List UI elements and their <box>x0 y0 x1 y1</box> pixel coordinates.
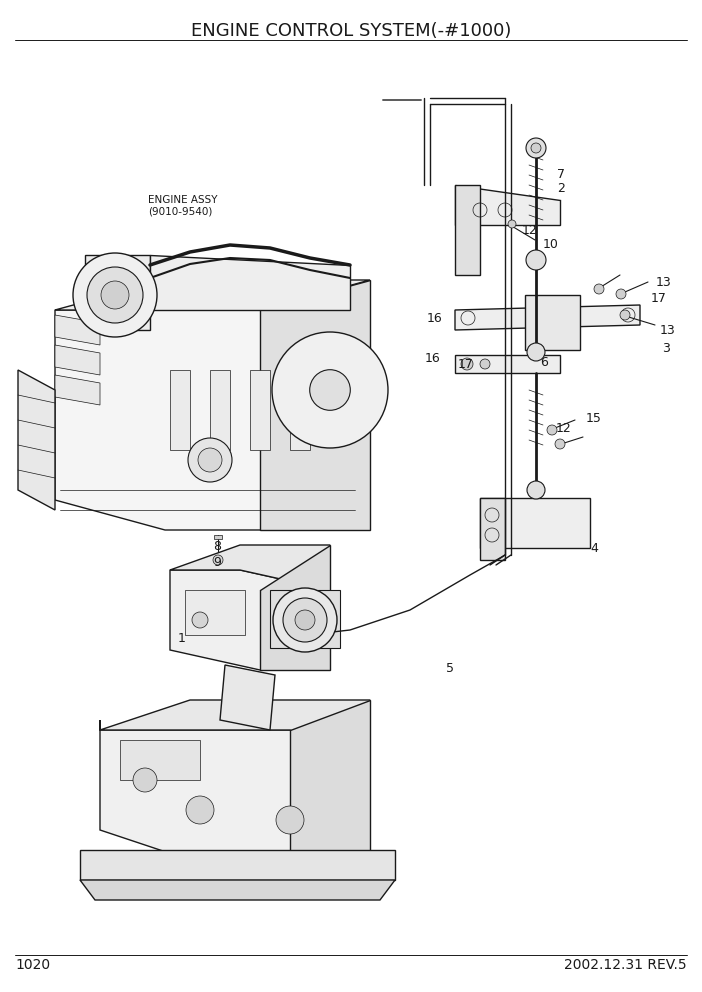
Circle shape <box>101 281 129 309</box>
Polygon shape <box>480 498 505 560</box>
Text: 1020: 1020 <box>15 958 50 972</box>
Circle shape <box>616 289 626 299</box>
Circle shape <box>620 310 630 320</box>
Text: 16: 16 <box>426 311 442 324</box>
Text: (9010-9540): (9010-9540) <box>148 207 213 217</box>
Circle shape <box>531 143 541 153</box>
Polygon shape <box>343 408 362 440</box>
Text: 16: 16 <box>424 351 440 364</box>
Text: 12: 12 <box>556 422 571 434</box>
Polygon shape <box>260 545 330 670</box>
Circle shape <box>273 588 337 652</box>
Circle shape <box>526 250 546 270</box>
Circle shape <box>73 253 157 337</box>
Circle shape <box>186 796 214 824</box>
Text: 17: 17 <box>458 358 474 371</box>
Text: 9: 9 <box>213 557 221 569</box>
Circle shape <box>526 138 546 158</box>
Polygon shape <box>100 720 370 860</box>
Text: 13: 13 <box>656 276 672 289</box>
Circle shape <box>527 343 545 361</box>
Polygon shape <box>170 570 330 670</box>
Bar <box>250 370 270 450</box>
Polygon shape <box>480 498 590 548</box>
Circle shape <box>192 612 208 628</box>
Polygon shape <box>319 339 341 368</box>
Bar <box>170 370 190 450</box>
Text: 17: 17 <box>651 292 667 305</box>
Circle shape <box>87 267 143 323</box>
Polygon shape <box>55 280 370 310</box>
Text: 5: 5 <box>446 662 454 675</box>
Circle shape <box>295 610 315 630</box>
Text: 12: 12 <box>522 223 538 236</box>
Polygon shape <box>55 310 370 530</box>
Bar <box>185 590 245 635</box>
Circle shape <box>594 284 604 294</box>
Text: 13: 13 <box>660 323 676 336</box>
Bar <box>210 370 230 450</box>
Polygon shape <box>170 545 330 590</box>
Circle shape <box>283 598 327 642</box>
Text: 2002.12.31 REV.5: 2002.12.31 REV.5 <box>564 958 687 972</box>
Text: 6: 6 <box>540 356 548 369</box>
Polygon shape <box>80 850 395 880</box>
Bar <box>525 295 580 350</box>
Circle shape <box>198 448 222 472</box>
Circle shape <box>310 370 350 411</box>
Polygon shape <box>455 185 560 225</box>
Polygon shape <box>455 185 480 275</box>
Text: ENGINE CONTROL SYSTEM(-#1000): ENGINE CONTROL SYSTEM(-#1000) <box>191 22 511 40</box>
Bar <box>290 370 310 450</box>
Polygon shape <box>344 349 377 373</box>
Text: 8: 8 <box>213 541 221 554</box>
Circle shape <box>213 555 223 565</box>
Circle shape <box>272 332 388 448</box>
Circle shape <box>555 439 565 449</box>
Circle shape <box>527 481 545 499</box>
Text: 1: 1 <box>178 632 186 645</box>
Circle shape <box>508 220 516 228</box>
Text: 10: 10 <box>543 237 559 251</box>
Polygon shape <box>85 255 150 330</box>
Polygon shape <box>283 349 310 381</box>
Polygon shape <box>455 355 560 373</box>
Text: ENGINE ASSY: ENGINE ASSY <box>148 195 218 205</box>
Polygon shape <box>298 412 325 440</box>
Circle shape <box>276 806 304 834</box>
Polygon shape <box>455 305 640 330</box>
Bar <box>214 535 222 539</box>
Text: 2: 2 <box>557 182 565 194</box>
Bar <box>270 590 340 648</box>
Bar <box>120 740 200 780</box>
Text: 15: 15 <box>586 412 602 425</box>
Polygon shape <box>100 700 370 760</box>
Polygon shape <box>150 255 350 310</box>
Polygon shape <box>220 665 275 730</box>
Polygon shape <box>278 391 310 413</box>
Polygon shape <box>55 315 100 345</box>
Text: 4: 4 <box>590 542 598 555</box>
Polygon shape <box>80 880 395 900</box>
Polygon shape <box>352 390 382 412</box>
Polygon shape <box>290 700 370 860</box>
Polygon shape <box>55 345 100 375</box>
Circle shape <box>188 438 232 482</box>
Text: 3: 3 <box>662 341 670 354</box>
Polygon shape <box>260 280 370 530</box>
Circle shape <box>547 425 557 435</box>
Text: 7: 7 <box>557 169 565 182</box>
Circle shape <box>480 359 490 369</box>
Polygon shape <box>55 375 100 405</box>
Circle shape <box>461 358 473 370</box>
Polygon shape <box>18 370 55 510</box>
Circle shape <box>133 768 157 792</box>
